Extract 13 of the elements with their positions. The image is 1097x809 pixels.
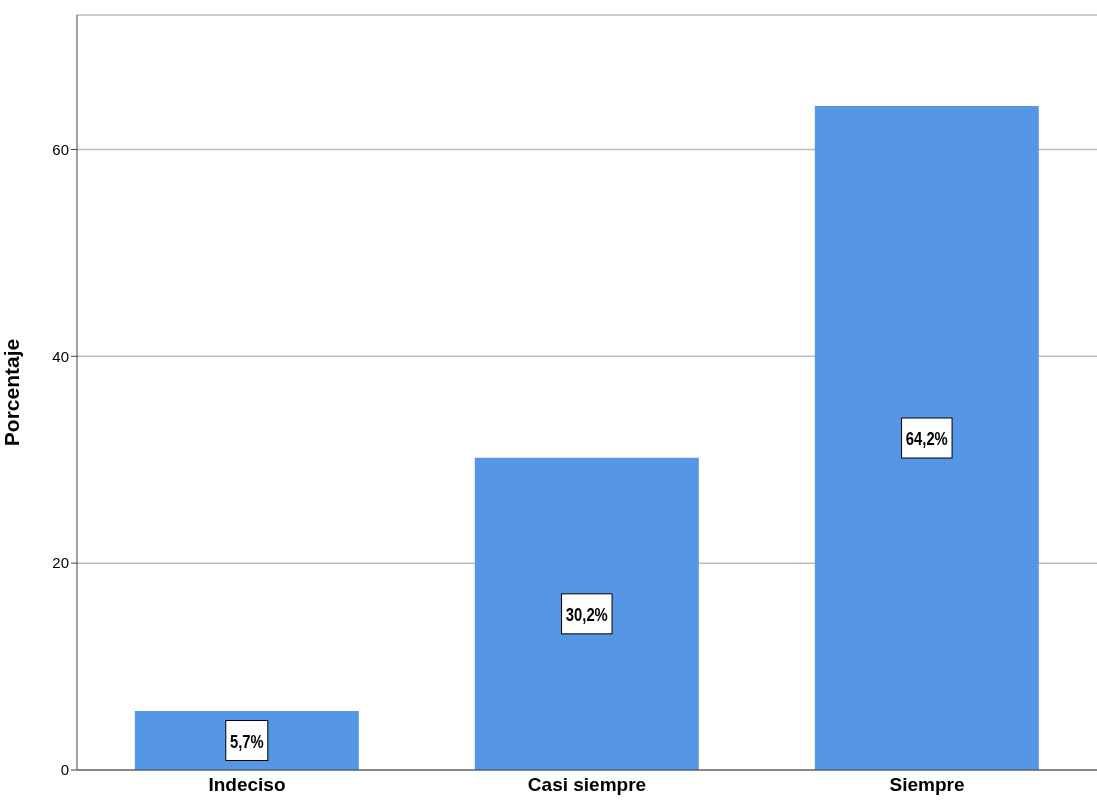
y-tick-label: 20 [52,554,69,572]
data-label: 64,2% [905,428,948,450]
bar [474,457,699,770]
x-tick-label: Indeciso [208,774,286,796]
x-tick-label: Casi siempre [527,774,647,796]
data-label: 30,2% [565,604,608,626]
y-tick-label: 40 [52,347,69,365]
data-label: 5,7% [229,730,264,752]
y-tick-label: 60 [52,140,69,158]
x-tick-label: Siempre [889,774,965,796]
y-axis-title: Porcentaje [0,338,24,447]
bar [814,106,1039,770]
y-tick-label: 0 [60,761,69,779]
